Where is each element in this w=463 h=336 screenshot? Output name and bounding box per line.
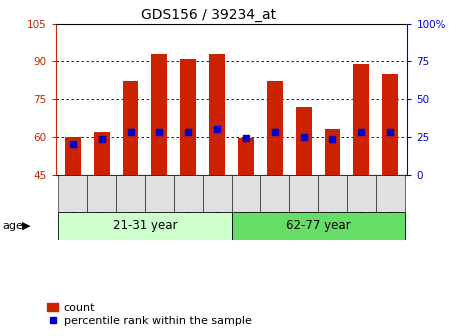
Bar	[58, 212, 232, 240]
Bar	[232, 175, 260, 212]
Point	[357, 129, 365, 135]
Bar	[151, 54, 167, 175]
Point	[127, 129, 134, 135]
Bar	[88, 175, 116, 212]
Text: 62-77 year: 62-77 year	[286, 219, 350, 233]
Bar	[267, 82, 283, 175]
Bar	[232, 212, 405, 240]
Bar	[353, 64, 369, 175]
Text: age: age	[2, 221, 23, 231]
Point	[242, 135, 250, 141]
Bar	[94, 132, 110, 175]
Bar	[318, 175, 347, 212]
Bar	[325, 129, 340, 175]
Point	[185, 129, 192, 135]
Point	[98, 137, 106, 142]
Point	[213, 127, 221, 132]
Point	[329, 137, 336, 142]
Text: GDS156 / 39234_at: GDS156 / 39234_at	[141, 8, 276, 23]
Legend: count, percentile rank within the sample: count, percentile rank within the sample	[43, 298, 256, 330]
Bar	[238, 138, 254, 175]
Point	[271, 129, 278, 135]
Bar	[174, 175, 203, 212]
Bar	[180, 59, 196, 175]
Bar	[203, 175, 232, 212]
Bar	[296, 107, 312, 175]
Point	[156, 129, 163, 135]
Bar	[347, 175, 375, 212]
Bar	[289, 175, 318, 212]
Point	[69, 142, 76, 147]
Bar	[123, 82, 138, 175]
Point	[387, 129, 394, 135]
Bar	[65, 137, 81, 175]
Bar	[209, 54, 225, 175]
Bar	[375, 175, 405, 212]
Bar	[58, 175, 88, 212]
Text: ▶: ▶	[22, 221, 31, 231]
Bar	[145, 175, 174, 212]
Bar	[382, 74, 398, 175]
Bar	[260, 175, 289, 212]
Point	[300, 134, 307, 140]
Text: 21-31 year: 21-31 year	[113, 219, 177, 233]
Bar	[116, 175, 145, 212]
